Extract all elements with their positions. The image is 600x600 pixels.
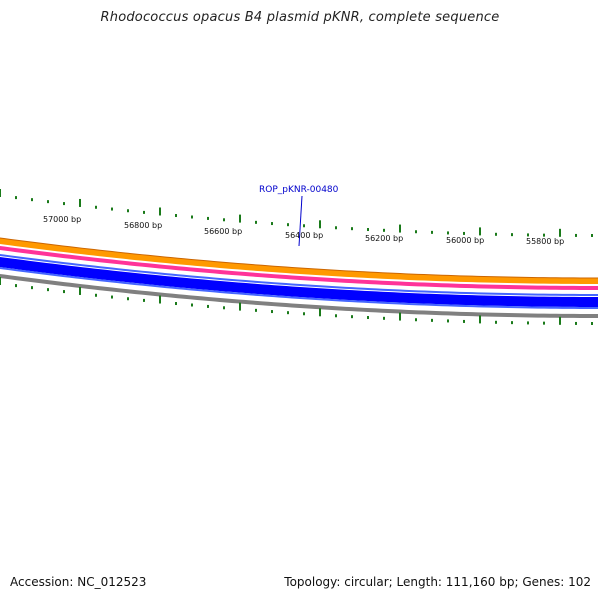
ring-blue-inner: [0, 266, 599, 309]
ring-orange-edge: [0, 237, 599, 279]
gene-label-leader-line: [298, 195, 303, 247]
bp-label-56400: 56400 bp: [285, 231, 323, 240]
bp-label-56600: 56600 bp: [204, 227, 242, 236]
page-title: Rhodococcus opacus B4 plasmid pKNR, comp…: [100, 10, 500, 25]
ring-gray: [0, 273, 599, 318]
bp-label-57000: 57000 bp: [43, 215, 81, 224]
ring-blue: [0, 256, 599, 307]
accession-value: NC_012523: [77, 575, 147, 589]
accession-label: Accession:: [10, 575, 74, 589]
ring-blue-outer: [0, 253, 599, 296]
accession-text: Accession: NC_012523: [10, 575, 146, 589]
bp-tick-labels: 57000 bp 56800 bp 56600 bp 56400 bp 5620…: [43, 215, 564, 246]
inner-tick-marks: [0, 277, 593, 325]
ring-pink: [0, 245, 599, 290]
bp-label-56800: 56800 bp: [124, 221, 162, 230]
bp-label-55800: 55800 bp: [526, 237, 564, 246]
gene-label[interactable]: ROP_pKNR-00480: [259, 185, 339, 195]
bp-label-56000: 56000 bp: [446, 236, 484, 245]
feature-rings: [0, 237, 599, 318]
bp-label-56200: 56200 bp: [365, 234, 403, 243]
gene-annotation[interactable]: ROP_pKNR-00480: [259, 185, 339, 247]
ring-orange: [0, 237, 599, 284]
topology-summary: Topology: circular; Length: 111,160 bp; …: [284, 575, 591, 589]
outer-tick-marks: [0, 189, 593, 237]
